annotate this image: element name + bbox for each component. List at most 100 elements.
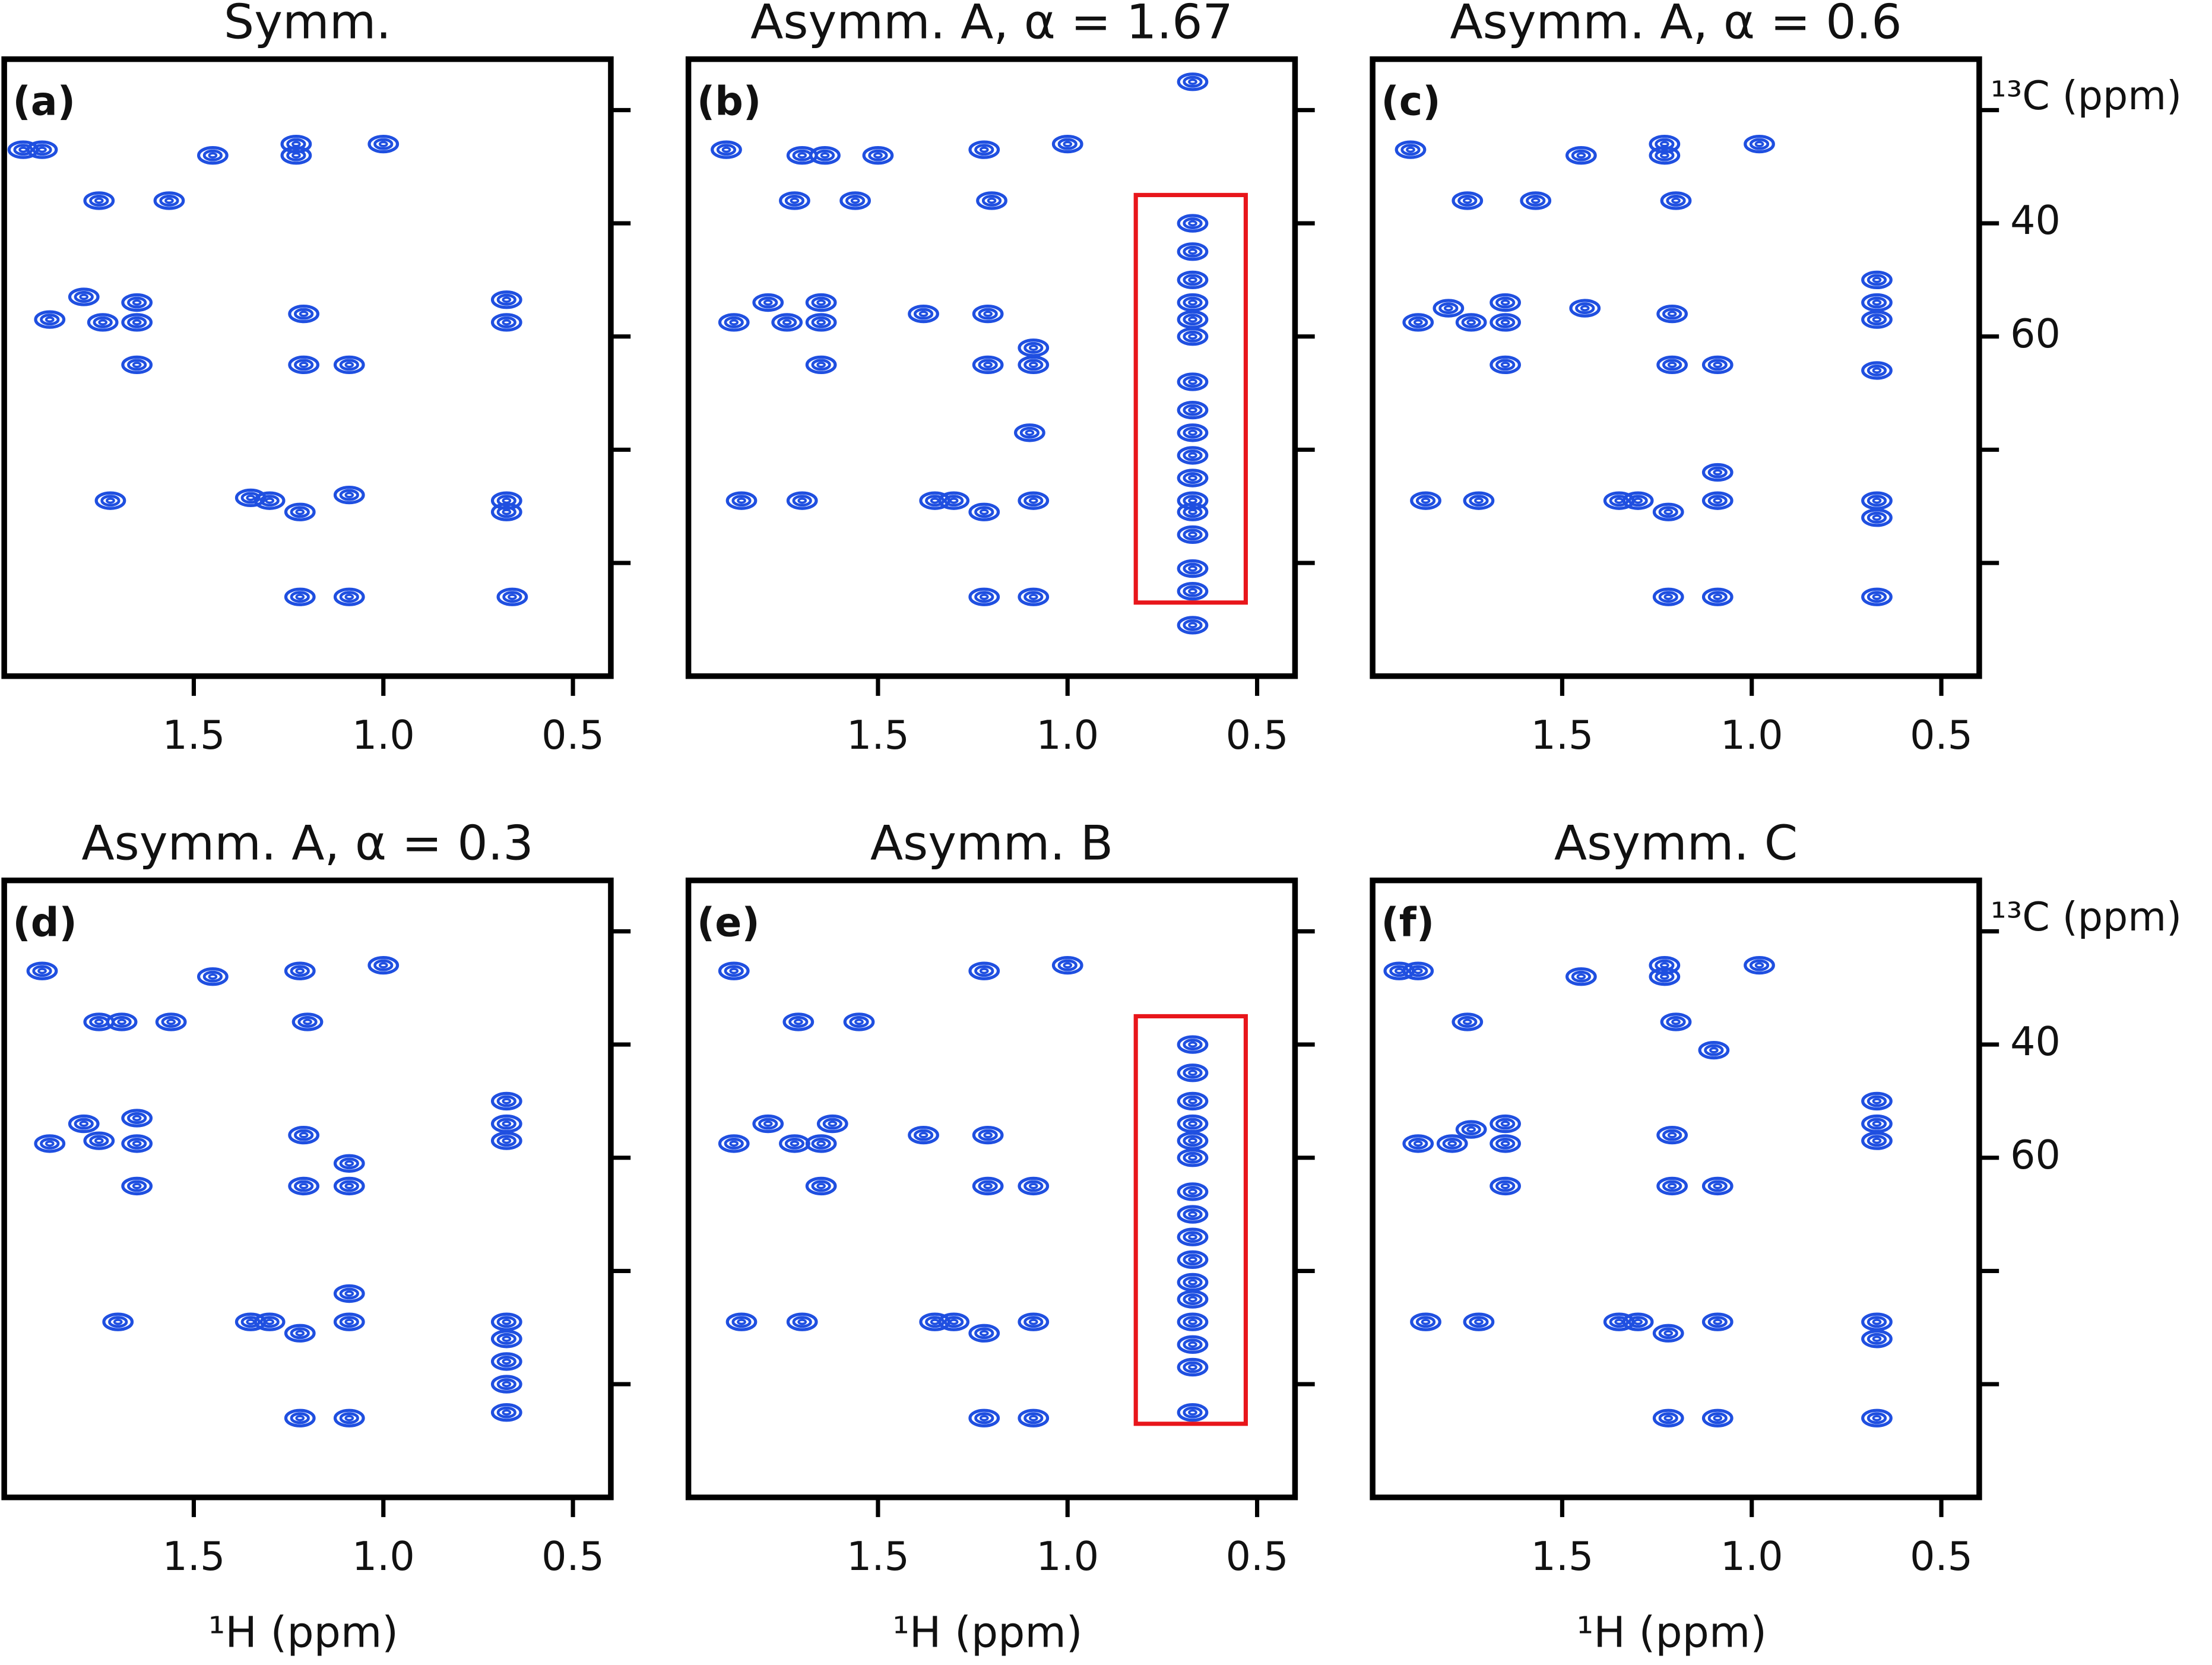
peak-contour bbox=[1866, 591, 1887, 603]
peak-contour bbox=[1500, 319, 1510, 326]
peak-contour bbox=[1394, 967, 1404, 974]
peak-contour bbox=[1609, 495, 1629, 507]
peak-contour bbox=[1188, 1041, 1197, 1048]
peak-contour bbox=[1500, 1140, 1510, 1147]
peak bbox=[1177, 1091, 1209, 1111]
x-tick-label: 0.5 bbox=[1226, 1533, 1289, 1579]
peak-contour bbox=[1495, 1118, 1516, 1130]
peak bbox=[280, 146, 312, 165]
x-tick-label: 1.5 bbox=[163, 712, 226, 758]
peak-contour bbox=[1872, 1120, 1882, 1127]
peak-contour bbox=[811, 316, 831, 328]
peak bbox=[1395, 140, 1427, 159]
peak-contour bbox=[339, 591, 359, 603]
peak bbox=[1177, 582, 1209, 601]
peak bbox=[1177, 1290, 1209, 1309]
peak bbox=[1701, 1408, 1734, 1427]
peak-contour bbox=[1707, 495, 1728, 507]
peak bbox=[1018, 1408, 1050, 1427]
peak-contour bbox=[979, 1330, 989, 1337]
peak-contour bbox=[339, 359, 359, 371]
peak-contour bbox=[974, 506, 994, 518]
peak bbox=[1433, 299, 1465, 318]
panel-label: (b) bbox=[697, 78, 761, 125]
x-axis-label: ¹H (ppm) bbox=[208, 1608, 398, 1657]
peak bbox=[1177, 1403, 1209, 1422]
peak bbox=[234, 1312, 267, 1331]
peak-contour bbox=[132, 1140, 142, 1147]
peak bbox=[1861, 1408, 1893, 1427]
peak-contour bbox=[496, 316, 516, 328]
peak-contour bbox=[1872, 316, 1882, 323]
peak bbox=[1410, 1312, 1441, 1331]
peak bbox=[1177, 1335, 1209, 1354]
peak bbox=[1177, 1227, 1209, 1246]
peak bbox=[1490, 1114, 1522, 1134]
peak-contour bbox=[1866, 296, 1887, 309]
peak bbox=[1463, 1312, 1495, 1331]
peak bbox=[1177, 446, 1209, 465]
peak-contour bbox=[1183, 1293, 1203, 1306]
peak bbox=[752, 1114, 784, 1134]
peak-contour bbox=[1866, 495, 1887, 507]
peak-contour bbox=[1028, 1183, 1038, 1189]
peak-contour bbox=[1872, 1318, 1882, 1325]
peak bbox=[1177, 1035, 1209, 1054]
peak-contour bbox=[1749, 959, 1770, 971]
peak-contour bbox=[820, 152, 830, 159]
peak bbox=[1861, 1330, 1893, 1349]
peak bbox=[1652, 502, 1684, 521]
peak bbox=[284, 1408, 316, 1427]
peak bbox=[919, 1312, 951, 1331]
plot-frame bbox=[685, 877, 1298, 1501]
peak-contour bbox=[94, 1018, 104, 1025]
peak bbox=[1861, 587, 1893, 606]
peak bbox=[1603, 491, 1635, 510]
peak-contour bbox=[1466, 319, 1476, 326]
peak bbox=[496, 587, 528, 606]
panel-label: (f) bbox=[1381, 900, 1434, 946]
peak bbox=[1565, 967, 1597, 986]
peak bbox=[1744, 134, 1775, 154]
peak-contour bbox=[1663, 1415, 1674, 1422]
peak-contour bbox=[1713, 362, 1723, 368]
peak bbox=[333, 355, 365, 375]
peak bbox=[786, 1312, 818, 1331]
peak bbox=[1622, 491, 1654, 510]
peak bbox=[972, 355, 1004, 375]
peak-contour bbox=[1183, 1039, 1203, 1051]
peak bbox=[284, 502, 316, 521]
peak-contour bbox=[1188, 248, 1197, 255]
peak-contour bbox=[868, 149, 888, 162]
peak bbox=[972, 1176, 1004, 1196]
peak-contour bbox=[94, 197, 104, 204]
peak-contour bbox=[1660, 962, 1669, 968]
peak-contour bbox=[1713, 1415, 1723, 1422]
peak-contour bbox=[983, 311, 993, 317]
peak-contour bbox=[291, 152, 301, 159]
peak-contour bbox=[1495, 1137, 1516, 1150]
peak-contour bbox=[1443, 305, 1453, 312]
peak bbox=[1402, 313, 1434, 332]
peak-contour bbox=[1183, 426, 1203, 439]
panel-title: Asymm. C bbox=[1554, 816, 1798, 872]
plot-frame bbox=[1370, 877, 1982, 1501]
peak-contour bbox=[850, 197, 860, 204]
peak bbox=[253, 1312, 286, 1331]
peak-contour bbox=[1658, 1327, 1678, 1340]
peak-contour bbox=[797, 1318, 807, 1325]
peak-contour bbox=[1866, 364, 1887, 376]
peak-contour bbox=[777, 316, 797, 328]
peak bbox=[1656, 355, 1688, 375]
peak-contour bbox=[1188, 1069, 1197, 1076]
peak-contour bbox=[1662, 1180, 1682, 1192]
peak-contour bbox=[1183, 1254, 1203, 1266]
peak-contour bbox=[1023, 341, 1044, 354]
peak-contour bbox=[502, 509, 512, 515]
peak-contour bbox=[1704, 1044, 1724, 1056]
peak bbox=[291, 1012, 324, 1031]
peak-contour bbox=[1188, 497, 1197, 504]
peak-contour bbox=[763, 1120, 773, 1127]
peak bbox=[121, 1109, 153, 1128]
